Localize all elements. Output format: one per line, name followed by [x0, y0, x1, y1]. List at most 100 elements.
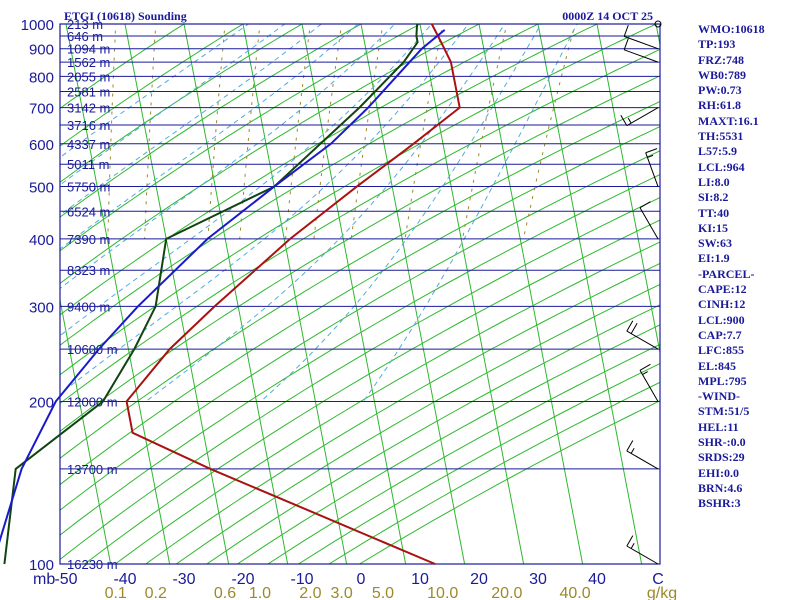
height-label: 3142 m — [67, 101, 110, 116]
index-item: TH:5531 — [698, 129, 744, 144]
wind-barb-staff — [624, 49, 659, 63]
index-item: MAXT:16.1 — [698, 113, 759, 128]
chart-labels: 16230 m 13700 m 12000 m 10600 m 9400 m 8323 m… — [21, 17, 678, 600]
dry-adiabat-line — [60, 24, 599, 346]
height-label: 10600 m — [67, 342, 118, 357]
wind-barb-staff — [626, 450, 659, 470]
pressure-tick-label: 300 — [29, 299, 54, 316]
index-item: PW:0.73 — [698, 83, 742, 98]
height-label: 646 m — [67, 29, 103, 44]
index-item: FRZ:748 — [698, 52, 744, 67]
wind-barb-flag — [639, 201, 651, 209]
isotherm-line — [478, 24, 584, 564]
temperature-tick-label: -20 — [231, 571, 254, 588]
height-label: 3716 m — [67, 118, 110, 133]
wind-barb — [645, 148, 659, 187]
dry-adiabat-line — [60, 24, 185, 109]
index-item: LI:8.0 — [698, 174, 730, 189]
mixing-ratio-tick-label: 1.0 — [249, 585, 271, 600]
index-item: KI:15 — [698, 220, 728, 235]
index-item: CINH:12 — [698, 297, 746, 312]
mixing-ratio-tick-label: 0.1 — [105, 585, 127, 600]
chart-series — [0, 20, 662, 565]
dry-adiabat-line — [145, 262, 660, 564]
isotherm-line — [419, 24, 525, 564]
isotherm-line — [60, 297, 112, 564]
wind-barb — [654, 20, 662, 28]
temperature-tick-label: 40 — [588, 571, 606, 588]
dry-adiabat-line — [84, 219, 660, 564]
mixing-ratio-tick-label: 5.0 — [372, 585, 394, 600]
station-title: ETGI (10618) Sounding — [64, 9, 187, 23]
temperature-tick-label: 0 — [357, 571, 366, 588]
parcel-profile-line — [0, 29, 446, 544]
dry-adiabat-line — [60, 75, 660, 432]
dry-adiabat-line — [60, 24, 422, 252]
wind-barb-flag — [645, 148, 658, 154]
isotherm-line — [596, 24, 660, 355]
wind-barb — [623, 24, 659, 50]
height-label: 5750 m — [67, 180, 110, 195]
mixing-ratio-line — [144, 24, 157, 239]
wind-barb-flag — [626, 440, 634, 452]
temperature-unit-label: C — [652, 571, 664, 588]
index-item: TP:193 — [698, 37, 736, 52]
mixing-ratio-tick-label: 40.0 — [559, 585, 590, 600]
mixing-ratio-line — [462, 24, 508, 239]
pressure-tick-label: 400 — [29, 232, 54, 249]
index-item: WB0:789 — [698, 67, 746, 82]
temperature-tick-label: -30 — [172, 571, 195, 588]
wind-barb — [639, 201, 659, 240]
dry-adiabat-line — [114, 241, 660, 564]
index-item: -WIND- — [698, 389, 740, 404]
height-label: 1562 m — [67, 55, 110, 70]
dry-adiabat-line — [60, 24, 481, 284]
dry-adiabat-line — [60, 24, 244, 147]
dry-adiabat-line — [176, 283, 660, 564]
wind-barb — [639, 363, 659, 402]
mixing-ratio-tick-label: 10.0 — [427, 585, 458, 600]
pressure-tick-label: 1000 — [21, 17, 54, 34]
valid-time: 0000Z 14 OCT 25 — [562, 9, 653, 23]
dry-adiabat-line — [60, 24, 304, 183]
dry-adiabat-line — [60, 100, 660, 459]
moist-adiabat-line — [60, 24, 396, 290]
pressure-tick-label: 900 — [29, 42, 54, 59]
height-label: 4337 m — [67, 137, 110, 152]
index-item: CAPE:12 — [698, 282, 747, 297]
mixing-ratio-line — [350, 24, 384, 239]
dry-adiabat-line — [60, 197, 660, 561]
height-label: 12000 m — [67, 394, 118, 409]
pressure-tick-label: 100 — [29, 557, 54, 574]
moist-adiabat-line — [60, 24, 469, 395]
mixing-ratio-tick-label: 3.0 — [330, 585, 352, 600]
dry-adiabat-line — [60, 125, 660, 486]
index-item: LFC:855 — [698, 343, 744, 358]
index-item: EL:845 — [698, 358, 737, 373]
temperature-profile-line — [125, 23, 461, 565]
wind-barb-flag — [626, 320, 634, 332]
pressure-tick-label: 600 — [29, 137, 54, 154]
moist-adiabat-line — [60, 24, 359, 250]
wind-barb-half-flag — [630, 543, 635, 549]
wind-barb-half-flag — [630, 447, 635, 454]
index-item: SI:8.2 — [698, 190, 729, 205]
index-item: RH:61.8 — [698, 98, 741, 113]
index-item: BRN:4.6 — [698, 480, 743, 495]
wind-barb-staff — [626, 330, 659, 350]
height-label: 9400 m — [67, 299, 110, 314]
index-item: -PARCEL- — [698, 266, 755, 281]
wind-barb-half-flag — [642, 371, 648, 376]
dry-adiabat-line — [60, 48, 660, 405]
mixing-ratio-unit-label: g/kg — [647, 585, 677, 600]
temperature-tick-label: -50 — [54, 571, 77, 588]
dry-adiabat-line — [206, 304, 660, 564]
moist-adiabat-line — [145, 24, 506, 402]
index-item: LCL:900 — [698, 312, 745, 327]
isotherm-line — [124, 24, 230, 564]
isotherm-line — [183, 24, 289, 564]
isotherm-line — [242, 24, 348, 564]
moist-adiabat-line — [60, 24, 433, 337]
mixing-ratio-tick-label: 20.0 — [491, 585, 522, 600]
dry-adiabat-line — [60, 150, 660, 511]
